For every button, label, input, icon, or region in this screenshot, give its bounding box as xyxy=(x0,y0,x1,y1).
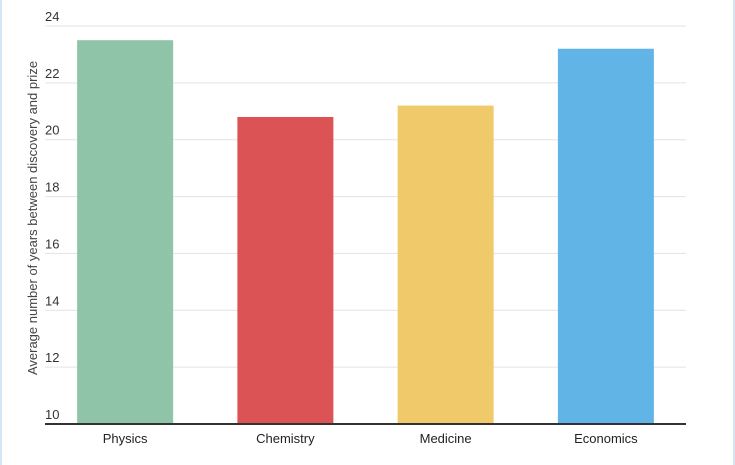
x-category-labels: Physics Chemistry Medicine Economics xyxy=(103,431,638,446)
y-tick-label: 24 xyxy=(45,9,59,24)
y-tick-label: 12 xyxy=(45,350,59,365)
y-tick-label: 18 xyxy=(45,180,59,195)
frame-edge-left xyxy=(0,0,2,465)
bars xyxy=(77,40,654,424)
y-tick-label: 10 xyxy=(45,407,59,422)
x-category-label-physics: Physics xyxy=(103,431,148,446)
frame-edge-right xyxy=(733,0,735,465)
y-tick-label: 16 xyxy=(45,236,59,251)
x-category-label-chemistry: Chemistry xyxy=(256,431,315,446)
bar-physics xyxy=(77,40,174,424)
y-tick-label: 20 xyxy=(45,123,59,138)
bar-chemistry xyxy=(237,116,334,424)
bar-economics xyxy=(557,48,654,424)
y-tick-labels: 10 12 14 16 18 20 22 24 xyxy=(45,9,59,422)
x-category-label-economics: Economics xyxy=(574,431,638,446)
y-tick-label: 14 xyxy=(45,293,59,308)
x-category-label-medicine: Medicine xyxy=(420,431,472,446)
bar-medicine xyxy=(397,105,494,424)
y-axis-title: Average number of years between discover… xyxy=(25,61,40,375)
y-tick-label: 22 xyxy=(45,66,59,81)
